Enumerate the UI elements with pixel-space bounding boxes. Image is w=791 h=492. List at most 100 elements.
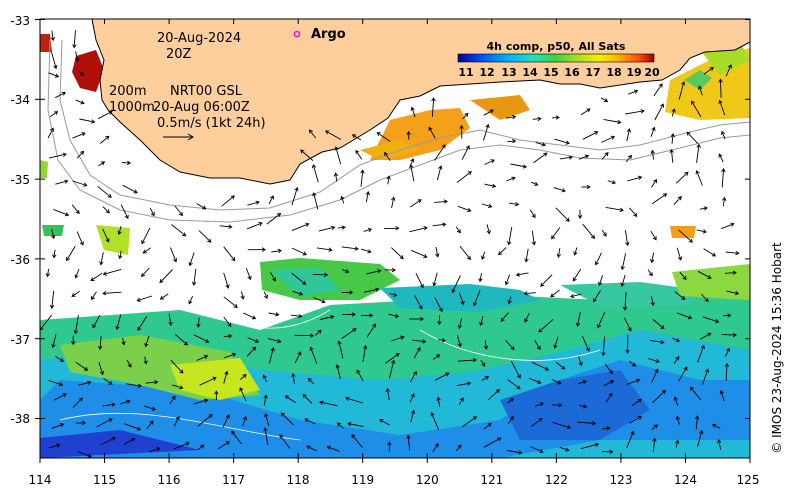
current-arrowhead (62, 393, 67, 398)
current-arrowhead (538, 417, 543, 422)
current-arrowhead (393, 292, 398, 297)
current-arrowhead (99, 370, 105, 376)
current-arrowhead (347, 421, 352, 427)
current-arrow (507, 416, 514, 425)
current-arrow (72, 397, 83, 408)
current-arrow (679, 271, 687, 280)
current-arrowhead (62, 152, 67, 157)
current-arrow (458, 292, 464, 305)
current-arrowhead (91, 119, 96, 124)
current-arrow (651, 193, 667, 205)
current-arrowhead (483, 345, 489, 350)
current-arrow (118, 225, 122, 235)
current-arrow (559, 446, 569, 451)
current-arrow (52, 334, 57, 348)
current-arrowhead (141, 240, 146, 245)
current-arrowhead (418, 305, 423, 310)
current-arrowhead (620, 282, 625, 287)
current-arrow (651, 390, 666, 404)
x-tick-label: 122 (545, 473, 568, 487)
current-arrow (241, 291, 244, 299)
current-arrow (675, 171, 689, 184)
current-arrow (222, 414, 230, 428)
current-arrow (78, 451, 92, 458)
current-arrowhead (385, 387, 391, 393)
current-arrow (159, 269, 173, 283)
current-arrow (281, 412, 294, 426)
current-arrow (506, 177, 516, 182)
current-arrow (607, 180, 616, 184)
current-arrow (411, 107, 416, 117)
current-arrow (149, 207, 155, 216)
current-arrowhead (264, 412, 269, 418)
current-arrowhead (702, 229, 707, 234)
current-arrow (188, 296, 194, 304)
current-arrowhead (270, 346, 275, 352)
current-arrowhead (727, 64, 732, 69)
current-arrow (670, 149, 674, 163)
current-arrow (627, 176, 642, 182)
current-arrowhead (648, 272, 653, 277)
current-arrowhead (143, 360, 148, 365)
current-arrowhead (207, 238, 212, 243)
current-arrow (414, 295, 423, 310)
current-arrow (724, 272, 737, 274)
current-arrowhead (683, 366, 688, 371)
current-arrowhead (203, 355, 209, 360)
current-arrow (483, 109, 494, 116)
current-arrow (145, 381, 158, 384)
current-arrow (690, 386, 702, 401)
current-arrowhead (511, 114, 517, 120)
current-arrowhead (434, 443, 439, 448)
current-arrow (686, 131, 699, 144)
current-arrowhead (691, 100, 695, 105)
current-arrow (366, 323, 376, 338)
current-arrowhead (598, 281, 603, 287)
current-arrow (410, 158, 414, 166)
current-arrow (621, 253, 627, 270)
current-arrow (386, 388, 390, 401)
current-arrowhead (537, 379, 542, 384)
current-arrow (75, 361, 88, 371)
current-arrowhead (294, 186, 299, 192)
current-arrowhead (379, 419, 384, 423)
current-arrowhead (214, 390, 219, 395)
current-arrowhead (696, 143, 701, 148)
current-arrow (572, 268, 582, 282)
current-arrowhead (64, 179, 69, 184)
current-arrowhead (637, 416, 642, 420)
current-arrowhead (638, 175, 643, 180)
current-arrow (458, 397, 464, 406)
current-arrowhead (356, 369, 361, 374)
x-tick-label: 121 (480, 473, 503, 487)
colorbar-title: 4h comp, p50, All Sats (487, 40, 626, 53)
current-arrowhead (698, 85, 703, 90)
current-arrow (603, 118, 621, 123)
current-arrow (51, 30, 54, 41)
current-arrowhead (510, 346, 515, 351)
current-arrowhead (372, 323, 376, 328)
x-tick-label: 115 (93, 473, 116, 487)
current-arrowhead (700, 344, 705, 350)
current-arrow (51, 51, 57, 69)
current-arrowhead (718, 99, 723, 105)
current-arrow (674, 291, 686, 300)
current-arrowhead (622, 306, 628, 311)
current-arrow (428, 127, 436, 139)
current-arrowhead (83, 366, 89, 371)
current-arrow (651, 179, 657, 188)
current-arrowhead (321, 299, 326, 304)
current-arrowhead (212, 376, 217, 381)
current-arrow (302, 394, 313, 404)
current-arrow (55, 355, 64, 362)
current-arrowhead (714, 318, 720, 324)
current-arrowhead (53, 64, 58, 70)
current-arrowhead (81, 132, 86, 137)
current-arrow (90, 272, 103, 281)
current-arrow (719, 100, 726, 116)
current-arrow (144, 356, 147, 364)
current-arrow (718, 153, 724, 163)
current-arrow (47, 268, 50, 277)
current-arrow (650, 295, 654, 306)
current-arrow (578, 356, 583, 366)
